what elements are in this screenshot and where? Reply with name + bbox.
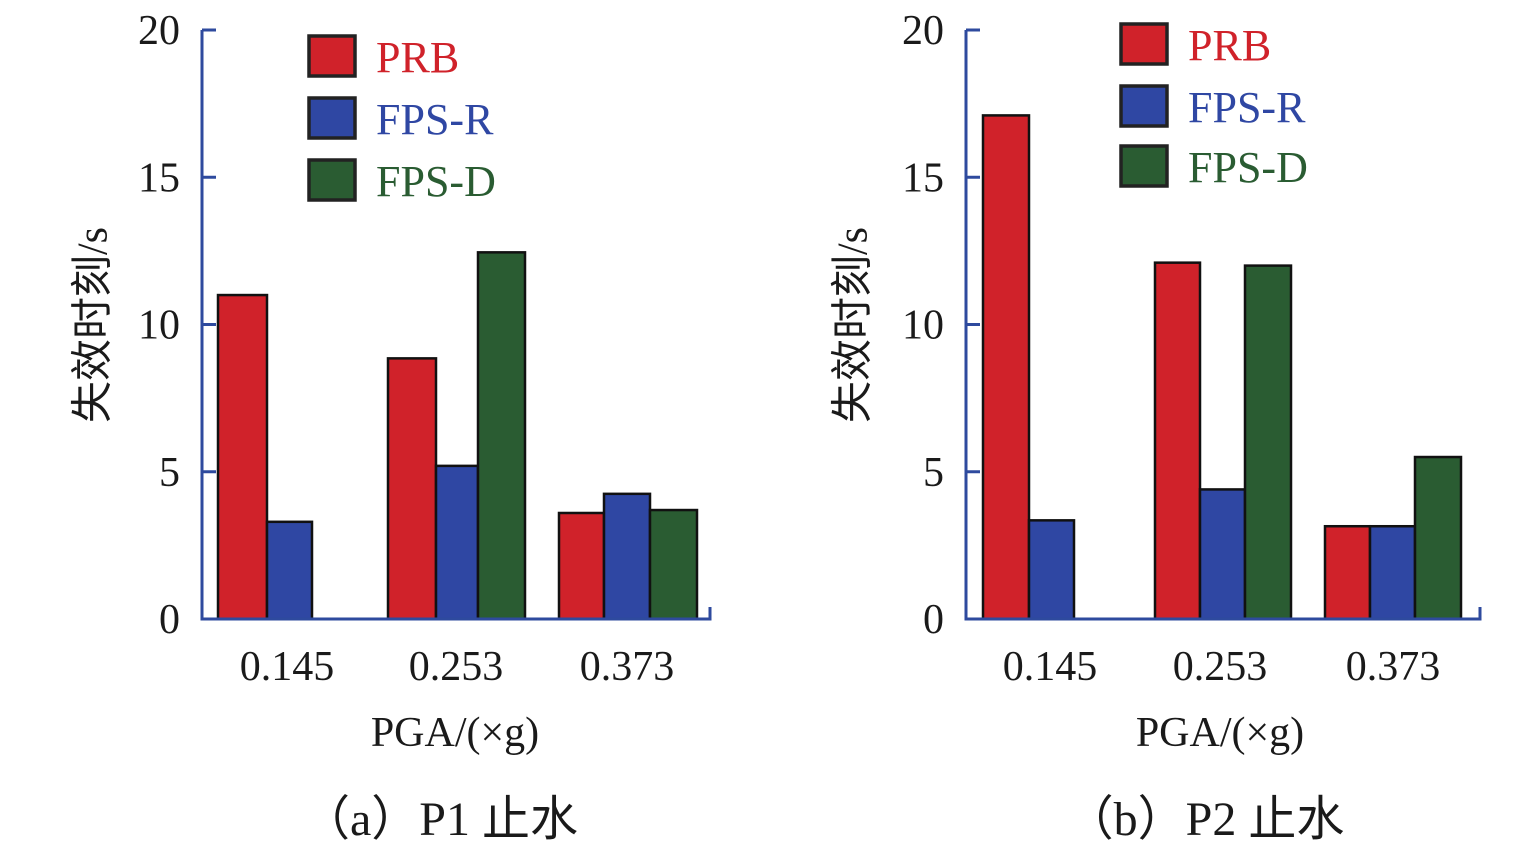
legend-label-fps-d: FPS-D [1188,143,1308,192]
bar-fps-r-0.373 [602,492,652,621]
y-axis-label: 失效时刻/s [71,227,117,423]
bar-prb-0.253 [1153,261,1202,621]
bar-prb-0.373 [557,511,606,621]
bar-fps-r-0.253 [434,464,480,621]
y-tick-label: 20 [902,8,944,54]
legend-label-fps-r: FPS-R [376,95,494,144]
panel-b: 失效时刻/s PGA/(×g) （b）P2 止水 0 5 10 15 20 0.145 0.… [831,8,1482,846]
bar-fps-d-0.373 [648,508,699,621]
y-tick-label: 10 [138,303,180,349]
y-tick-label: 15 [138,155,180,201]
x-tick-label: 0.253 [1173,644,1268,690]
x-tick-label: 0.373 [580,644,675,690]
bar-fps-d-0.253 [1243,264,1293,621]
bar-fps-d-0.253 [476,251,527,621]
y-axis-label: 失效时刻/s [831,227,877,423]
bar-prb-0.373 [1323,524,1372,621]
panel-a: 失效时刻/s PGA/(×g) （a）P1 止水 0 5 10 15 20 0.145 0.… [71,8,712,846]
y-tick-label: 20 [138,8,180,54]
panel-caption: （a）P1 止水 [302,793,578,846]
bar-fps-d-0.373 [1413,455,1463,621]
legend-label-prb: PRB [1188,21,1271,70]
legend-swatch-prb [307,34,357,78]
panel-caption: （b）P2 止水 [1066,793,1345,846]
legend-swatch-fps-r [307,96,357,140]
y-tick-label: 10 [902,303,944,349]
bar-fps-r-0.373 [1368,524,1417,621]
y-tick-label: 5 [159,450,180,496]
legend-label-prb: PRB [376,33,459,82]
x-tick-label: 0.373 [1346,644,1441,690]
y-tick-label: 5 [923,450,944,496]
bar-prb-0.253 [386,357,438,621]
bar-fps-r-0.145 [1027,519,1076,621]
bar-fps-r-0.253 [1198,488,1247,621]
legend-swatch-fps-d [307,158,357,202]
legend-label-fps-r: FPS-R [1188,83,1306,132]
x-axis-label: PGA/(×g) [1136,710,1304,756]
bar-prb-0.145 [216,293,269,621]
x-tick-label: 0.145 [1003,644,1098,690]
bar-prb-0.145 [981,114,1031,621]
x-tick-label: 0.253 [409,644,504,690]
y-tick-label: 0 [923,597,944,643]
legend-label-fps-d: FPS-D [376,157,496,206]
bar-fps-r-0.145 [265,520,314,621]
x-axis-label: PGA/(×g) [371,710,539,756]
x-tick-label: 0.145 [240,644,335,690]
y-tick-label: 15 [902,155,944,201]
legend-swatch-fps-d [1119,144,1169,188]
y-tick-label: 0 [159,597,180,643]
legend-swatch-fps-r [1119,84,1169,128]
legend-swatch-prb [1119,22,1169,66]
